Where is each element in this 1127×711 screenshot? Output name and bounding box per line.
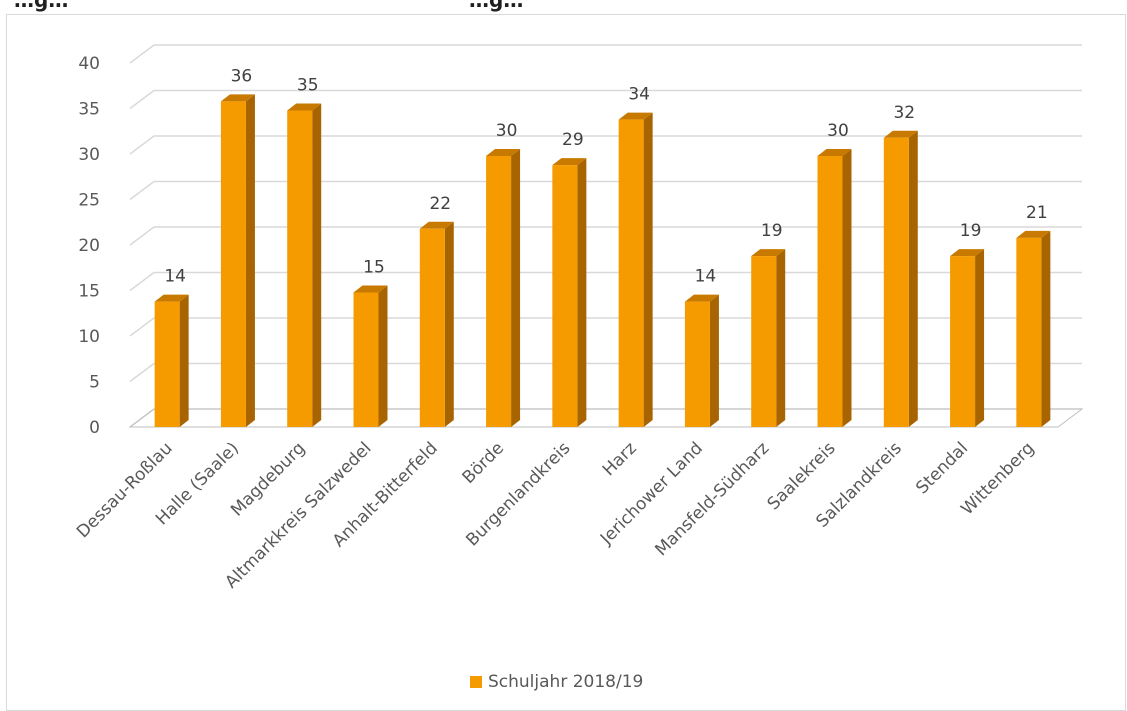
gridline-side xyxy=(129,362,155,383)
gridline-side xyxy=(129,226,155,246)
bar-side xyxy=(709,294,719,427)
bar-side xyxy=(975,249,985,427)
bar xyxy=(950,256,976,427)
bar-top xyxy=(618,112,653,120)
y-tick-label: 15 xyxy=(78,282,100,302)
bar-side xyxy=(908,130,918,428)
bar-side xyxy=(842,149,852,427)
bar-top xyxy=(220,94,255,102)
bar xyxy=(154,301,180,427)
y-tick-label: 25 xyxy=(78,191,100,211)
bar xyxy=(1016,237,1042,427)
bar xyxy=(751,256,777,427)
chart-floor xyxy=(128,408,1084,428)
bar xyxy=(684,301,710,427)
data-label: 21 xyxy=(1026,203,1048,223)
bar-side xyxy=(245,94,255,428)
bar-side xyxy=(1041,230,1051,427)
bar-top xyxy=(552,158,587,166)
bar-top xyxy=(1016,230,1051,238)
data-label: 22 xyxy=(429,194,451,214)
bar-top xyxy=(287,103,322,111)
bar-side xyxy=(511,149,521,427)
bar-top xyxy=(486,149,521,156)
bar xyxy=(552,165,578,427)
x-tick-label: Stendal xyxy=(912,438,972,498)
bar-side xyxy=(312,103,322,427)
data-label: 30 xyxy=(827,121,849,141)
y-tick-label: 20 xyxy=(78,236,100,256)
y-tick-label: 30 xyxy=(78,145,100,165)
x-tick-label: Harz xyxy=(599,438,641,480)
bar-top xyxy=(684,294,719,302)
gridline-side xyxy=(129,44,155,64)
bar-side xyxy=(378,285,388,427)
data-label: 19 xyxy=(761,221,783,241)
bar xyxy=(353,292,379,427)
data-label: 35 xyxy=(297,76,319,96)
gridline-side xyxy=(129,135,155,155)
data-label: 36 xyxy=(231,66,253,86)
bar-top xyxy=(817,149,852,156)
legend-label: Schuljahr 2018/19 xyxy=(488,672,644,692)
bar xyxy=(287,110,313,427)
data-label: 32 xyxy=(893,103,915,123)
data-label: 19 xyxy=(960,221,982,241)
data-label: 34 xyxy=(628,85,650,105)
x-tick-label: Mansfeld-Südharz xyxy=(651,438,773,560)
data-label: 14 xyxy=(164,267,186,287)
bar xyxy=(486,156,512,427)
bar xyxy=(220,101,246,428)
bar-side xyxy=(179,294,189,427)
chart-title-partial: …g… …g… xyxy=(14,0,523,12)
y-tick-label: 40 xyxy=(78,54,100,74)
y-tick-label: 35 xyxy=(78,100,100,120)
data-label: 30 xyxy=(496,121,518,141)
bar-side xyxy=(444,221,454,427)
bar-side xyxy=(643,112,653,427)
legend: Schuljahr 2018/19 xyxy=(470,672,643,692)
y-tick-label: 10 xyxy=(78,327,100,347)
title-fragment-right: …g… xyxy=(469,0,524,12)
y-tick-label: 5 xyxy=(89,373,100,393)
title-fragment-left: …g… xyxy=(14,0,69,12)
bar-top xyxy=(353,285,388,293)
data-label: 15 xyxy=(363,258,385,278)
bar xyxy=(817,156,843,427)
bar-top xyxy=(950,249,985,257)
legend-swatch xyxy=(470,676,482,688)
bar-top xyxy=(883,130,918,138)
y-tick-label: 0 xyxy=(89,418,100,438)
bar xyxy=(618,119,644,427)
gridline-side xyxy=(129,271,155,292)
data-label: 14 xyxy=(695,267,717,287)
bar-top xyxy=(419,221,454,229)
x-tick-label: Dessau-Roßlau xyxy=(73,438,177,542)
x-tick-label: Börde xyxy=(459,438,509,488)
bar-side xyxy=(776,249,786,427)
data-label: 29 xyxy=(562,130,584,150)
bar-top xyxy=(751,249,786,257)
bar xyxy=(419,228,445,427)
bar-side xyxy=(577,158,587,427)
bar xyxy=(883,137,909,428)
bar-top xyxy=(154,294,189,302)
gridline-side xyxy=(129,89,155,110)
gridline-side xyxy=(129,180,155,201)
gridline-side xyxy=(129,317,155,337)
